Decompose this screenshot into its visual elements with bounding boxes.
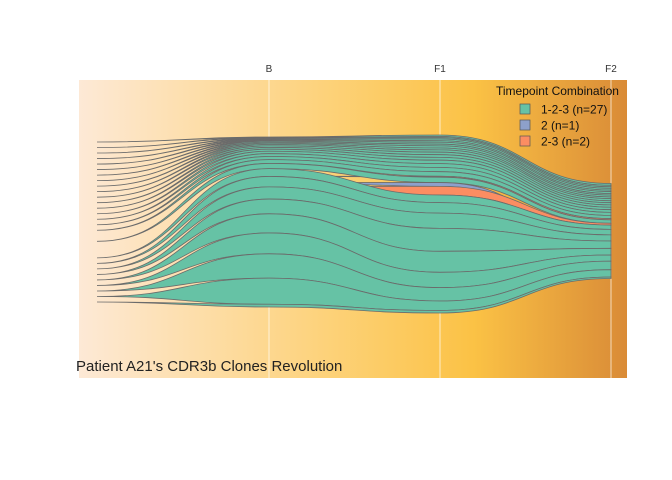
legend-swatch-1-2-3 <box>519 103 531 115</box>
legend-title: Timepoint Combination <box>496 84 619 98</box>
chart-title: Patient A21's CDR3b Clones Revolution <box>76 358 342 375</box>
legend-swatch-2-3 <box>519 135 531 147</box>
x-axis-ticks: B F1 F2 <box>266 64 618 75</box>
stream-1-2-3 <box>96 276 612 314</box>
tick-label-f1: F1 <box>434 64 446 75</box>
legend-label-1-2-3: 1-2-3 (n=27) <box>541 103 607 117</box>
streams <box>96 134 612 314</box>
legend-label-2-3: 2-3 (n=2) <box>541 135 590 149</box>
legend-label-2: 2 (n=1) <box>541 119 579 133</box>
tick-label-b: B <box>266 64 273 75</box>
tick-label-f2: F2 <box>605 64 617 75</box>
legend-items: 1-2-3 (n=27) 2 (n=1) 2-3 (n=2) <box>519 103 607 149</box>
legend: Timepoint Combination 1-2-3 (n=27) 2 (n=1… <box>496 84 619 149</box>
legend-swatch-2 <box>519 119 531 131</box>
